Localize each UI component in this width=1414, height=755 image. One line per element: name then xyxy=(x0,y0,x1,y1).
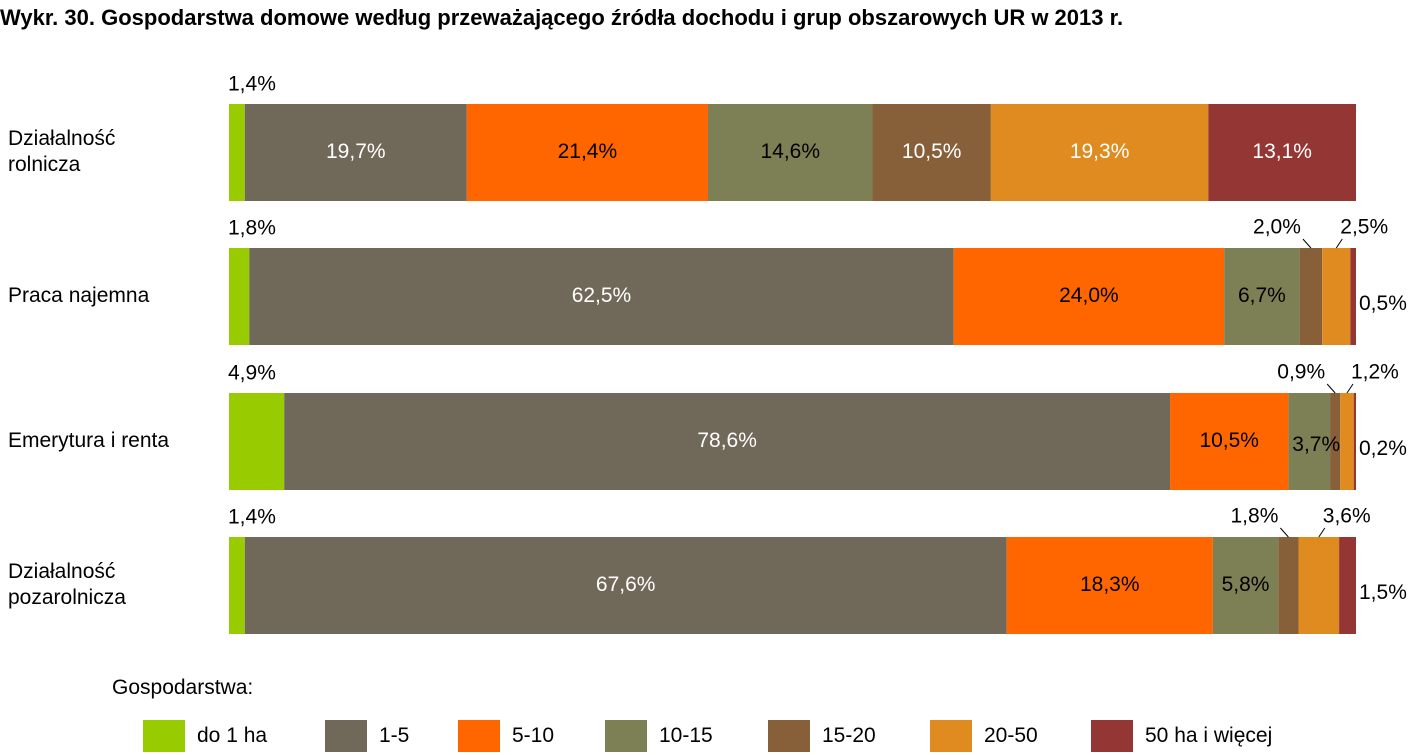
bar-segment xyxy=(244,537,1007,634)
bar-group xyxy=(229,393,1356,490)
legend-label: 5-10 xyxy=(512,724,555,747)
bar-segment xyxy=(249,248,954,345)
data-label: 19,3% xyxy=(1070,140,1130,163)
legend-swatch xyxy=(143,720,185,752)
category-label: Działalność xyxy=(8,127,115,150)
bar-segment xyxy=(1212,537,1279,634)
data-label: 24,0% xyxy=(1059,284,1119,307)
bar-segment xyxy=(1298,537,1340,634)
bar-segment xyxy=(1170,393,1289,490)
data-label: 1,2% xyxy=(1351,361,1399,384)
category-label: rolnicza xyxy=(8,153,81,176)
bar-group xyxy=(229,104,1356,201)
legend-label: do 1 ha xyxy=(197,724,268,747)
data-label: 21,4% xyxy=(558,140,618,163)
bar-segment xyxy=(1330,393,1341,490)
category-label: Praca najemna xyxy=(8,284,150,307)
data-label: 6,7% xyxy=(1238,284,1286,307)
data-label: 78,6% xyxy=(697,429,757,452)
bar-segment xyxy=(1340,393,1354,490)
legend-label: 50 ha i więcej xyxy=(1145,724,1273,747)
leader-line xyxy=(1318,527,1326,538)
data-label: 1,4% xyxy=(228,73,276,96)
data-label: 1,4% xyxy=(228,506,276,529)
bar-group xyxy=(229,248,1356,345)
category-label: Emerytura i renta xyxy=(8,429,169,452)
category-label: pozarolnicza xyxy=(8,586,126,609)
data-label: 1,8% xyxy=(228,217,276,240)
bar-segment xyxy=(1350,248,1356,345)
stacked-bar-chart: Działalność rolnicza Praca najemna Emerytur… xyxy=(8,73,1407,634)
legend-item: 20-50 xyxy=(930,720,1038,752)
legend-label: 20-50 xyxy=(984,724,1038,747)
leader-line xyxy=(1346,383,1354,394)
category-label: Działalność xyxy=(8,560,115,583)
data-label: 3,6% xyxy=(1323,505,1371,528)
bar-segment xyxy=(229,537,245,634)
data-label: 14,6% xyxy=(760,140,820,163)
bar-segment xyxy=(229,248,250,345)
legend-label: 10-15 xyxy=(659,724,713,747)
data-label: 0,5% xyxy=(1359,292,1407,315)
legend-label: 1-5 xyxy=(379,724,410,747)
legend-title: Gospodarstwa: xyxy=(112,676,254,699)
bar-group xyxy=(229,537,1356,634)
data-label: 18,3% xyxy=(1080,573,1140,596)
bar-segment xyxy=(953,248,1225,345)
legend-swatch xyxy=(768,720,810,752)
legend-item: 15-20 xyxy=(768,720,876,752)
bar-segment xyxy=(466,104,708,201)
data-label: 1,8% xyxy=(1231,505,1279,528)
bar-segment xyxy=(1288,393,1331,490)
bar-segment xyxy=(1353,393,1356,490)
bar-segment xyxy=(1208,104,1356,201)
bar-segment xyxy=(1224,248,1300,345)
legend-swatch xyxy=(605,720,647,752)
bar-segment xyxy=(284,393,1171,490)
data-label: 0,2% xyxy=(1359,437,1407,460)
leader-line xyxy=(1302,238,1312,249)
data-label: 3,7% xyxy=(1292,433,1340,456)
data-label: 10,5% xyxy=(1199,429,1259,452)
legend-swatch xyxy=(1091,720,1133,752)
legend-swatch xyxy=(930,720,972,752)
data-label: 19,7% xyxy=(326,140,386,163)
bar-segment xyxy=(229,104,245,201)
data-label: 0,9% xyxy=(1277,361,1325,384)
bar-segment xyxy=(1006,537,1213,634)
data-label: 1,5% xyxy=(1359,581,1407,604)
bar-segment xyxy=(872,104,991,201)
data-label: 2,0% xyxy=(1253,216,1301,239)
bar-segment xyxy=(1322,248,1351,345)
data-label: 62,5% xyxy=(572,284,632,307)
legend-item: 50 ha i więcej xyxy=(1091,720,1272,752)
bar-segment xyxy=(990,104,1209,201)
data-label: 13,1% xyxy=(1252,140,1312,163)
data-label: 67,6% xyxy=(596,573,656,596)
leader-line xyxy=(1280,527,1289,538)
bar-segment xyxy=(244,104,467,201)
legend-swatch xyxy=(325,720,367,752)
data-label: 2,5% xyxy=(1340,216,1388,239)
legend-swatch xyxy=(458,720,500,752)
legend-item: 10-15 xyxy=(605,720,713,752)
bar-segment xyxy=(229,393,285,490)
bar-segment xyxy=(1299,248,1323,345)
data-label: 4,9% xyxy=(228,362,276,385)
legend-item: 1-5 xyxy=(325,720,409,752)
data-label: 5,8% xyxy=(1222,573,1270,596)
chart-title: Wykr. 30. Gospodarstwa domowe według prz… xyxy=(0,5,1124,30)
legend: do 1 ha 1-5 5-10 10-15 15-20 20-50 50 ha i wię… xyxy=(0,720,1414,755)
leader-line xyxy=(1326,383,1336,394)
bar-segment xyxy=(707,104,873,201)
leader-line xyxy=(1335,238,1343,249)
legend-item: 5-10 xyxy=(458,720,554,752)
bar-segment xyxy=(1339,537,1356,634)
legend-label: 15-20 xyxy=(822,724,876,747)
data-label: 10,5% xyxy=(902,140,962,163)
bar-segment xyxy=(1278,537,1299,634)
legend-item: do 1 ha xyxy=(143,720,267,752)
